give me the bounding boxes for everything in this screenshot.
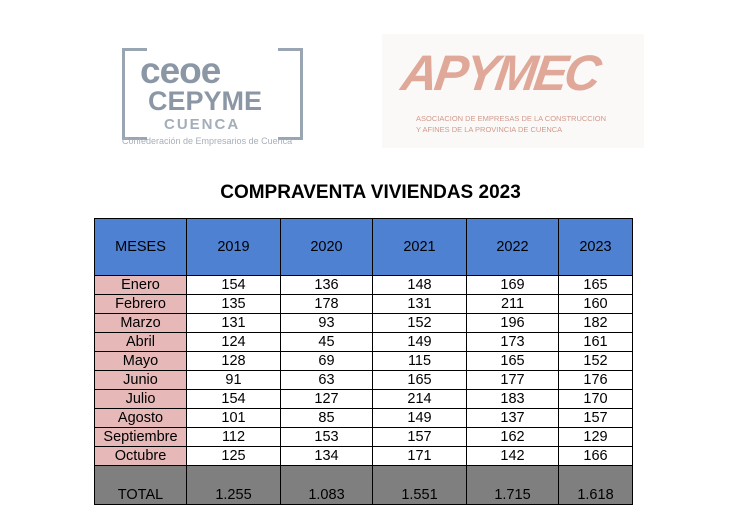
value-cell: 211: [466, 294, 559, 314]
table-header-row: MESES 2019 2020 2021 2022 2023: [94, 218, 633, 276]
value-cell: 161: [558, 332, 633, 352]
header-2021: 2021: [372, 218, 467, 276]
month-cell: Junio: [94, 370, 187, 390]
ceoe-logo-subtitle: Confederación de Empresarios de Cuenca: [122, 136, 293, 146]
value-cell: 136: [280, 275, 373, 295]
value-cell: 183: [466, 389, 559, 409]
value-cell: 112: [186, 427, 281, 447]
total-row: TOTAL 1.255 1.083 1.551 1.715 1.618: [94, 465, 633, 505]
cuenca-logo-text: CUENCA: [164, 116, 241, 133]
value-cell: 166: [558, 446, 633, 466]
table-row: Junio 91 63 165 177 176: [94, 370, 633, 390]
ceoe-logo-text: ceoe: [140, 50, 221, 91]
value-cell: 93: [280, 313, 373, 333]
total-value: 1.618: [558, 465, 633, 505]
total-value: 1.715: [466, 465, 559, 505]
header-2022: 2022: [466, 218, 559, 276]
table-row: Agosto 101 85 149 137 157: [94, 408, 633, 428]
value-cell: 45: [280, 332, 373, 352]
sales-table: MESES 2019 2020 2021 2022 2023 Enero 154 1…: [94, 218, 633, 505]
month-cell: Julio: [94, 389, 187, 409]
header-2019: 2019: [186, 218, 281, 276]
value-cell: 176: [558, 370, 633, 390]
value-cell: 115: [372, 351, 467, 371]
value-cell: 128: [186, 351, 281, 371]
value-cell: 162: [466, 427, 559, 447]
value-cell: 137: [466, 408, 559, 428]
value-cell: 127: [280, 389, 373, 409]
value-cell: 124: [186, 332, 281, 352]
value-cell: 63: [280, 370, 373, 390]
value-cell: 125: [186, 446, 281, 466]
month-cell: Marzo: [94, 313, 187, 333]
value-cell: 69: [280, 351, 373, 371]
table-row: Julio 154 127 214 183 170: [94, 389, 633, 409]
value-cell: 152: [372, 313, 467, 333]
header-2020: 2020: [280, 218, 373, 276]
value-cell: 153: [280, 427, 373, 447]
table-row: Septiembre 112 153 157 162 129: [94, 427, 633, 447]
month-cell: Octubre: [94, 446, 187, 466]
table-row: Mayo 128 69 115 165 152: [94, 351, 633, 371]
month-cell: Abril: [94, 332, 187, 352]
value-cell: 177: [466, 370, 559, 390]
table-row: Marzo 131 93 152 196 182: [94, 313, 633, 333]
value-cell: 154: [186, 389, 281, 409]
month-cell: Enero: [94, 275, 187, 295]
logo-bracket-left: [122, 48, 147, 140]
table-row: Enero 154 136 148 169 165: [94, 275, 633, 295]
value-cell: 165: [466, 351, 559, 371]
value-cell: 142: [466, 446, 559, 466]
logo-bracket-right: [278, 48, 303, 140]
value-cell: 214: [372, 389, 467, 409]
value-cell: 165: [372, 370, 467, 390]
apymec-logo-subtitle-2: Y AFINES DE LA PROVINCIA DE CUENCA: [416, 125, 563, 134]
value-cell: 169: [466, 275, 559, 295]
value-cell: 134: [280, 446, 373, 466]
value-cell: 196: [466, 313, 559, 333]
value-cell: 148: [372, 275, 467, 295]
total-value: 1.551: [372, 465, 467, 505]
value-cell: 157: [372, 427, 467, 447]
value-cell: 152: [558, 351, 633, 371]
page-title: COMPRAVENTA VIVIENDAS 2023: [220, 182, 521, 203]
header-months: MESES: [94, 218, 187, 276]
month-cell: Mayo: [94, 351, 187, 371]
value-cell: 160: [558, 294, 633, 314]
table-row: Octubre 125 134 171 142 166: [94, 446, 633, 466]
value-cell: 131: [186, 313, 281, 333]
value-cell: 178: [280, 294, 373, 314]
total-value: 1.255: [186, 465, 281, 505]
value-cell: 129: [558, 427, 633, 447]
value-cell: 149: [372, 408, 467, 428]
value-cell: 85: [280, 408, 373, 428]
value-cell: 165: [558, 275, 633, 295]
value-cell: 157: [558, 408, 633, 428]
month-cell: Febrero: [94, 294, 187, 314]
apymec-logo-text: APYMEC: [398, 45, 602, 101]
header-2023: 2023: [558, 218, 633, 276]
table-row: Abril 124 45 149 173 161: [94, 332, 633, 352]
apymec-logo-subtitle-1: ASOCIACION DE EMPRESAS DE LA CONSTRUCCIO…: [416, 114, 607, 123]
ceoe-cepyme-logo: ceoe CEPYME CUENCA Confederación de Empr…: [118, 44, 308, 148]
value-cell: 131: [372, 294, 467, 314]
value-cell: 149: [372, 332, 467, 352]
value-cell: 135: [186, 294, 281, 314]
value-cell: 101: [186, 408, 281, 428]
total-label: TOTAL: [94, 465, 187, 505]
total-value: 1.083: [280, 465, 373, 505]
cepyme-logo-text: CEPYME: [148, 86, 263, 116]
table-body: Enero 154 136 148 169 165 Febrero 135 178 131 211 1…: [94, 275, 633, 466]
value-cell: 171: [372, 446, 467, 466]
month-cell: Agosto: [94, 408, 187, 428]
table-row: Febrero 135 178 131 211 160: [94, 294, 633, 314]
value-cell: 182: [558, 313, 633, 333]
value-cell: 170: [558, 389, 633, 409]
value-cell: 154: [186, 275, 281, 295]
month-cell: Septiembre: [94, 427, 187, 447]
apymec-logo: APYMEC ASOCIACION DE EMPRESAS DE LA CONS…: [382, 34, 644, 148]
value-cell: 173: [466, 332, 559, 352]
value-cell: 91: [186, 370, 281, 390]
